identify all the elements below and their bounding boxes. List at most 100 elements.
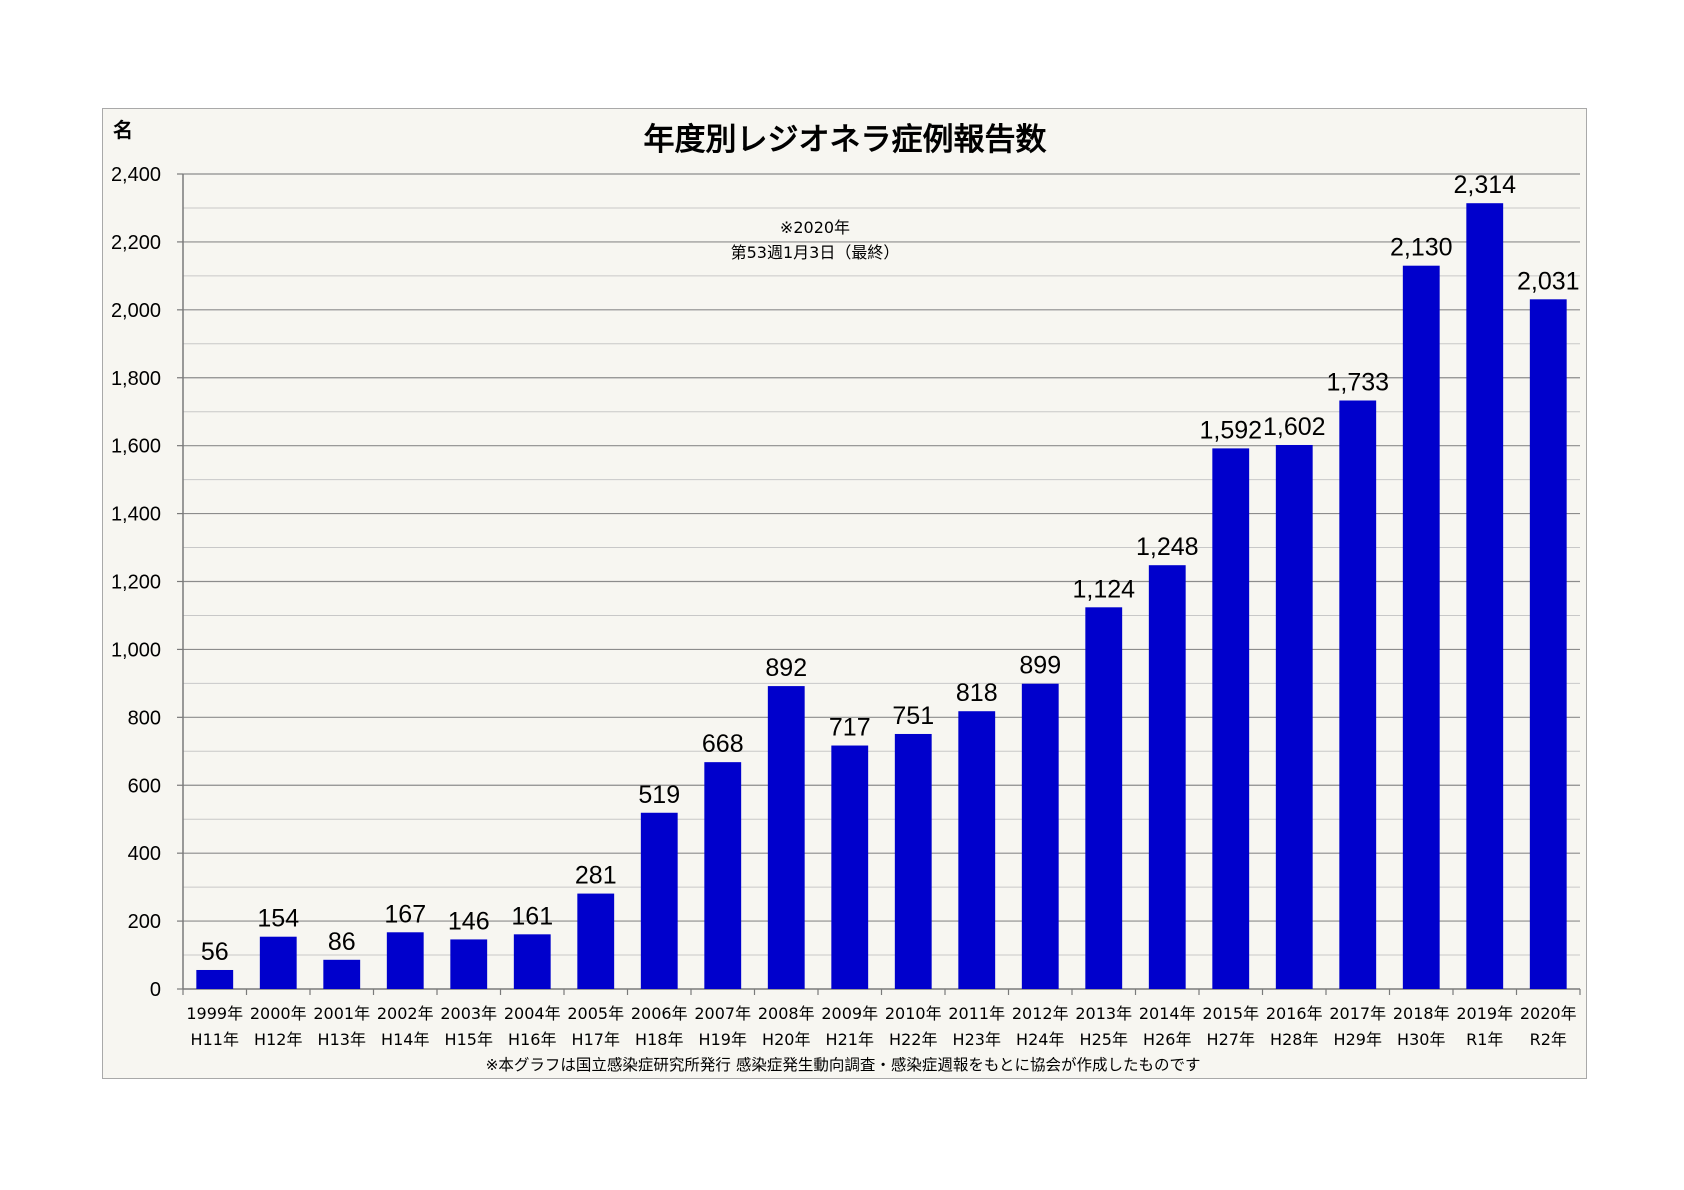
data-label: 668 bbox=[702, 730, 744, 758]
x-tick-label-era: H25年 bbox=[1080, 1030, 1128, 1049]
annotation-line-1: ※2020年 bbox=[780, 218, 850, 237]
x-tick-label-era: H19年 bbox=[699, 1030, 747, 1049]
bar bbox=[1529, 299, 1567, 989]
x-tick-label-year: 2007年 bbox=[694, 1004, 751, 1023]
x-tick-label-era: H24年 bbox=[1016, 1030, 1064, 1049]
bar bbox=[577, 893, 615, 989]
bar bbox=[1148, 565, 1186, 989]
x-tick-label-era: H28年 bbox=[1270, 1030, 1318, 1049]
y-tick-label: 1,400 bbox=[111, 504, 161, 526]
x-tick-label-year: 2009年 bbox=[821, 1004, 878, 1023]
x-tick-label-year: 2013年 bbox=[1075, 1004, 1132, 1023]
data-label: 1,248 bbox=[1136, 533, 1199, 561]
data-label: 899 bbox=[1019, 652, 1061, 680]
data-label: 892 bbox=[765, 654, 807, 682]
bar bbox=[1402, 265, 1440, 989]
data-label: 2,314 bbox=[1453, 171, 1516, 199]
y-tick-label: 800 bbox=[128, 707, 161, 729]
x-tick-label-year: 2005年 bbox=[567, 1004, 624, 1023]
x-tick-label-era: H16年 bbox=[508, 1030, 556, 1049]
data-label: 2,130 bbox=[1390, 234, 1453, 262]
y-tick-label: 1,800 bbox=[111, 368, 161, 390]
x-tick-label-era: H30年 bbox=[1397, 1030, 1445, 1049]
chart-frame: 0 200 400 600 800 1,000 1,200 1,400 1,600 1,800 2,… bbox=[102, 108, 1587, 1079]
data-labels: 56 154 86 167 146 161 281 519 668 892 717 751 818 899… bbox=[201, 171, 1580, 966]
x-tick-label-year: 2017年 bbox=[1329, 1004, 1386, 1023]
annotation-line-2: 第53週1月3日（最終） bbox=[731, 243, 900, 262]
data-label: 161 bbox=[511, 902, 553, 930]
data-label: 519 bbox=[638, 781, 680, 809]
bar bbox=[450, 939, 488, 989]
bar bbox=[386, 932, 424, 989]
x-tick-label-year: 2004年 bbox=[504, 1004, 561, 1023]
data-label: 1,592 bbox=[1199, 416, 1262, 444]
x-tick-label-year: 2019年 bbox=[1456, 1004, 1513, 1023]
y-axis-unit: 名 bbox=[113, 118, 133, 142]
y-tick-label: 200 bbox=[128, 911, 161, 933]
x-tick-label-year: 2003年 bbox=[440, 1004, 497, 1023]
bar bbox=[1466, 203, 1504, 989]
bar bbox=[894, 733, 932, 989]
x-tick-label-era: H17年 bbox=[572, 1030, 620, 1049]
data-label: 1,733 bbox=[1326, 369, 1389, 397]
x-tick-label-year: 2006年 bbox=[631, 1004, 688, 1023]
x-tick-label-year: 2012年 bbox=[1012, 1004, 1069, 1023]
bar bbox=[513, 934, 551, 989]
data-label: 818 bbox=[956, 679, 998, 707]
x-tick-label-era: H11年 bbox=[191, 1030, 239, 1049]
bar bbox=[958, 711, 996, 989]
x-tick-label-era: H26年 bbox=[1143, 1030, 1191, 1049]
data-label: 86 bbox=[328, 928, 356, 956]
y-tick-label: 2,000 bbox=[111, 300, 161, 322]
y-tick-label: 1,000 bbox=[111, 639, 161, 661]
bar bbox=[259, 936, 297, 989]
bar bbox=[1212, 448, 1250, 990]
data-label: 154 bbox=[257, 905, 299, 933]
x-tick-label-era: H20年 bbox=[762, 1030, 810, 1049]
x-tick-label-year: 1999年 bbox=[186, 1004, 243, 1023]
data-label: 717 bbox=[829, 714, 871, 742]
chart-title: 年度別レジオネラ症例報告数 bbox=[644, 122, 1047, 158]
x-tick-label-era: H14年 bbox=[381, 1030, 429, 1049]
x-tick-label-era: R1年 bbox=[1466, 1030, 1503, 1049]
x-tick-label-year: 2008年 bbox=[758, 1004, 815, 1023]
x-tick-label-year: 2001年 bbox=[313, 1004, 370, 1023]
x-tick-label-era: H22年 bbox=[889, 1030, 937, 1049]
x-tick-label-era: H23年 bbox=[953, 1030, 1001, 1049]
x-tick-label-era: H12年 bbox=[254, 1030, 302, 1049]
data-label: 2,031 bbox=[1517, 267, 1580, 295]
x-tick-label-year: 2011年 bbox=[948, 1004, 1005, 1023]
bar bbox=[196, 969, 234, 989]
data-label: 146 bbox=[448, 907, 490, 935]
data-label: 281 bbox=[575, 862, 617, 890]
x-tick-label-year: 2002年 bbox=[377, 1004, 434, 1023]
y-tick-label: 2,400 bbox=[111, 164, 161, 186]
bar bbox=[831, 745, 869, 989]
y-tick-label: 400 bbox=[128, 843, 161, 865]
x-tick-label-year: 2018年 bbox=[1393, 1004, 1450, 1023]
x-tick-label-year: 2015年 bbox=[1202, 1004, 1259, 1023]
x-tick-label-year: 2010年 bbox=[885, 1004, 942, 1023]
y-tick-label: 2,200 bbox=[111, 232, 161, 254]
x-tick-label-era: H27年 bbox=[1207, 1030, 1255, 1049]
bars bbox=[196, 203, 1567, 990]
data-label: 751 bbox=[892, 702, 934, 730]
x-tick-label-year: 2016年 bbox=[1266, 1004, 1323, 1023]
bar bbox=[1339, 400, 1377, 989]
source-note: ※本グラフは国立感染症研究所発行 感染症発生動向調査・感染症週報をもとに協会が作… bbox=[485, 1056, 1200, 1074]
bar bbox=[1021, 683, 1059, 989]
bar bbox=[640, 812, 678, 989]
bar bbox=[1275, 444, 1313, 989]
data-label: 1,124 bbox=[1072, 575, 1135, 603]
y-tick-label: 600 bbox=[128, 775, 161, 797]
data-label: 56 bbox=[201, 938, 229, 966]
x-tick-label-era: H18年 bbox=[635, 1030, 683, 1049]
x-tick-label-year: 2000年 bbox=[250, 1004, 307, 1023]
y-tick-label: 1,200 bbox=[111, 572, 161, 594]
x-tick-label-era: H21年 bbox=[826, 1030, 874, 1049]
y-axis-ticks: 0 200 400 600 800 1,000 1,200 1,400 1,600 1,800 2,… bbox=[111, 164, 161, 1001]
y-tick-label: 1,600 bbox=[111, 436, 161, 458]
data-label: 167 bbox=[384, 900, 426, 928]
bar bbox=[1085, 607, 1123, 989]
x-tick-label-era: H15年 bbox=[445, 1030, 493, 1049]
